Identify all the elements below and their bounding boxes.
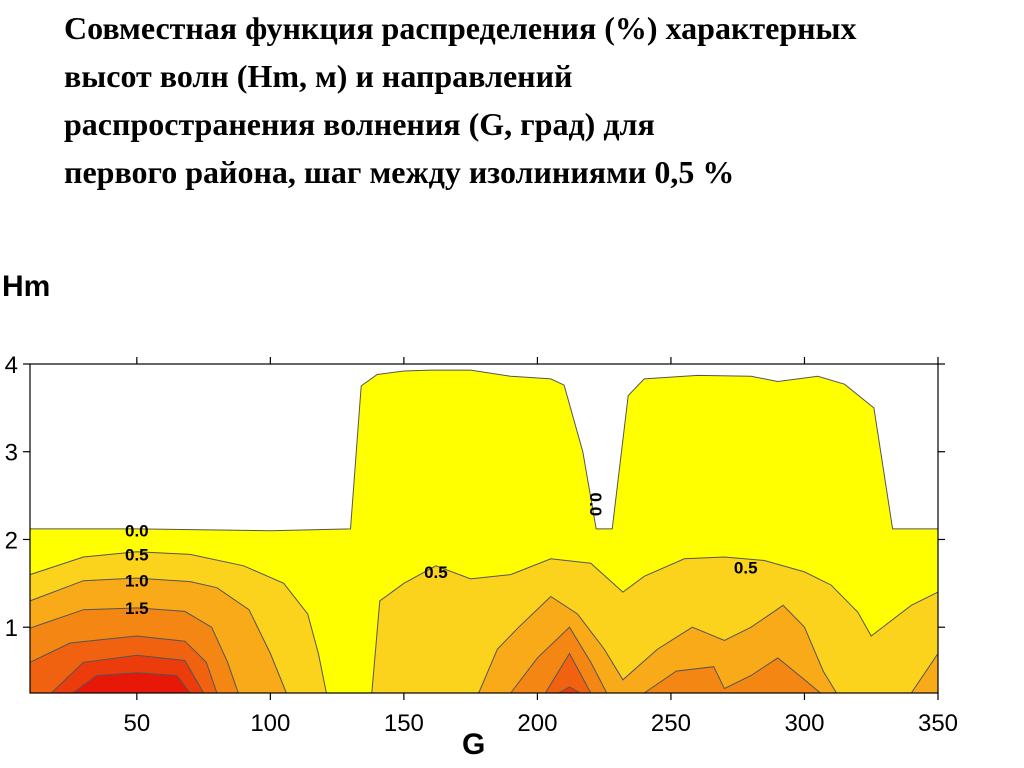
title-line-3: распространения волнения (G, град) для: [64, 106, 655, 142]
y-tick-label: 3: [5, 440, 18, 467]
plot-frame: [29, 363, 939, 694]
x-tick-label: 150: [384, 710, 424, 737]
y-tick-label: 1: [5, 615, 18, 642]
x-axis-label: G: [462, 728, 486, 761]
contour-label: 0.5: [125, 545, 149, 564]
contour-labels: 0.0 0.5 1.0 1.5 0.5 0.0 0.5: [125, 493, 758, 618]
x-tick-label: 100: [250, 710, 290, 737]
contour-label: 1.0: [125, 572, 149, 591]
x-tick-label: 300: [784, 710, 824, 737]
axis-ticks: 50 100 150 200 250 300 350 1 2 3 4: [5, 352, 958, 737]
title-line-2: высот волн (Hm, м) и направлений: [64, 58, 573, 94]
y-tick-label: 2: [5, 527, 18, 554]
contour-label: 0.0: [586, 493, 605, 517]
title-line-4: первого района, шаг между изолиниями 0,5…: [64, 154, 735, 190]
x-tick-label: 250: [651, 710, 691, 737]
contour-label: 0.5: [734, 559, 758, 578]
plot-border: [29, 363, 939, 694]
y-axis-label: Hm: [2, 270, 51, 303]
chart-title: Совместная функция распределения (%) хар…: [64, 4, 1014, 196]
x-tick-label: 200: [517, 710, 557, 737]
contour-label: 1.5: [125, 599, 149, 618]
contour-label: 0.5: [424, 563, 448, 582]
y-tick-label: 4: [5, 352, 18, 379]
contour-region-1-5-2: [642, 657, 822, 694]
title-line-1: Совместная функция распределения (%) хар…: [64, 10, 857, 46]
contour-fills: [29, 369, 939, 694]
contour-label: 0.0: [125, 522, 149, 541]
x-tick-label: 50: [123, 710, 150, 737]
x-tick-label: 350: [918, 710, 958, 737]
